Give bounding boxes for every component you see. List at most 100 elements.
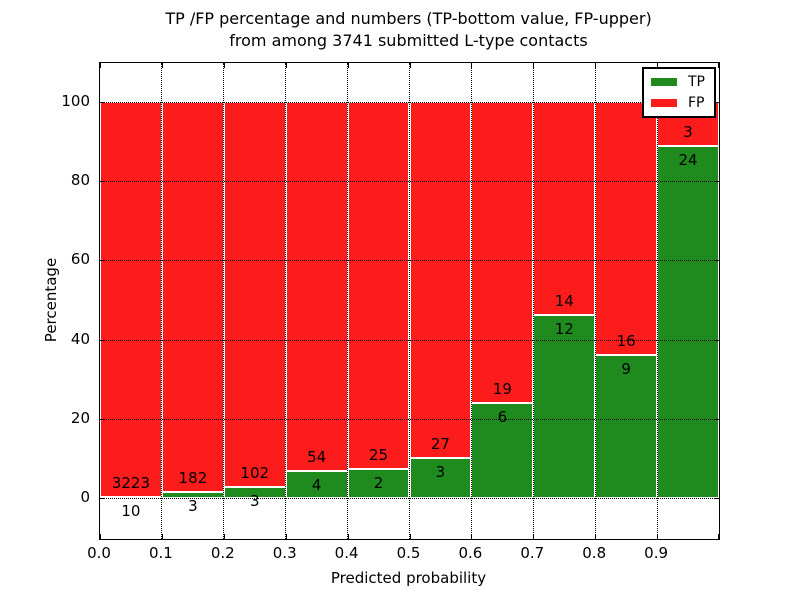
x-tick-mark bbox=[100, 534, 101, 539]
bar-count-label-fp: 102 bbox=[240, 463, 270, 482]
bar-count-label-fp: 27 bbox=[430, 435, 450, 454]
gridline-horizontal bbox=[100, 102, 719, 103]
chart-title-line2: from among 3741 submitted L-type contact… bbox=[229, 31, 588, 50]
x-axis-label: Predicted probability bbox=[330, 569, 487, 587]
gridline-horizontal bbox=[100, 181, 719, 183]
bar-count-label-tp: 3 bbox=[249, 491, 260, 510]
bar-segment-fp bbox=[285, 102, 348, 471]
bar-segment-tp bbox=[595, 355, 658, 498]
x-tick-mark bbox=[471, 63, 473, 68]
bar-count-label-tp: 24 bbox=[678, 151, 698, 169]
bar-count-label-tp: 4 bbox=[311, 475, 322, 494]
bar-count-label-tp: 12 bbox=[554, 320, 574, 339]
x-tick-label: 0.4 bbox=[334, 544, 359, 562]
legend-swatch-tp bbox=[651, 78, 677, 86]
plot-area: 3223 10 182 3 102 3 54 4 25 2 27 3 19 6 14 12 16 9 3 24 TP … bbox=[99, 62, 720, 540]
y-tick-label: 20 bbox=[70, 408, 90, 427]
y-tick-mark bbox=[100, 181, 105, 183]
y-tick-label: 60 bbox=[70, 250, 90, 269]
y-tick-label: 100 bbox=[61, 92, 90, 110]
x-tick-label: 0.9 bbox=[644, 544, 669, 562]
y-tick-mark bbox=[100, 260, 105, 262]
y-tick-mark bbox=[714, 102, 719, 103]
x-tick-mark bbox=[223, 63, 225, 68]
x-tick-label: 0.5 bbox=[396, 544, 421, 562]
bar-count-label-fp: 14 bbox=[554, 292, 574, 311]
x-tick-mark bbox=[409, 63, 411, 68]
x-tick-label: 0.2 bbox=[210, 544, 235, 562]
bar-segment-tp bbox=[347, 468, 410, 498]
bar-segment-tp bbox=[285, 470, 348, 498]
bar-count-label-fp: 25 bbox=[369, 445, 389, 464]
y-tick-mark bbox=[100, 102, 105, 103]
bar-segment-tp bbox=[471, 402, 534, 498]
chart-title: TP /FP percentage and numbers (TP-bottom… bbox=[99, 8, 718, 52]
x-tick-mark bbox=[161, 534, 163, 539]
bar-segment-tp bbox=[657, 146, 719, 498]
x-tick-mark bbox=[595, 534, 597, 539]
gridline-vertical bbox=[285, 63, 287, 539]
bar-count-label-tp: 9 bbox=[621, 360, 631, 379]
bar-segment-fp bbox=[471, 102, 534, 403]
x-tick-mark bbox=[285, 63, 287, 68]
x-tick-label: 0.6 bbox=[458, 544, 483, 562]
chart-title-line1: TP /FP percentage and numbers (TP-bottom… bbox=[165, 9, 652, 28]
bar-segment-fp bbox=[100, 102, 162, 497]
y-tick-mark bbox=[100, 339, 105, 341]
bar-count-label-fp: 182 bbox=[178, 468, 208, 487]
gridline-vertical bbox=[409, 63, 410, 539]
bar-count-label-tp: 6 bbox=[497, 407, 508, 426]
bar-count-label-fp: 19 bbox=[492, 379, 512, 398]
y-tick-mark bbox=[714, 418, 719, 420]
bar-segment-tp bbox=[533, 315, 596, 498]
bar-count-label-tp: 3 bbox=[435, 463, 446, 482]
x-tick-label: 0.8 bbox=[582, 544, 607, 562]
x-tick-mark bbox=[409, 534, 411, 539]
gridline-vertical bbox=[532, 63, 534, 539]
gridline-vertical bbox=[347, 63, 349, 539]
x-tick-mark bbox=[657, 63, 659, 68]
y-tick-mark bbox=[714, 498, 719, 499]
bar-segment-fp bbox=[347, 102, 410, 469]
x-tick-mark bbox=[100, 63, 101, 68]
bar-segment-fp bbox=[223, 102, 286, 487]
gridline-vertical bbox=[656, 63, 658, 539]
bar-segment-fp bbox=[595, 102, 658, 356]
bar-count-label-fp: 3223 bbox=[111, 473, 151, 492]
bar-count-label-fp: 16 bbox=[616, 332, 636, 351]
x-tick-mark bbox=[533, 534, 535, 539]
x-tick-label: 0.3 bbox=[272, 544, 297, 562]
gridline-vertical bbox=[161, 63, 163, 539]
x-tick-mark bbox=[471, 534, 473, 539]
gridline-horizontal bbox=[100, 260, 719, 262]
x-tick-mark bbox=[533, 63, 535, 68]
legend-label-tp: TP bbox=[688, 74, 705, 90]
x-tick-mark bbox=[347, 534, 349, 539]
y-tick-mark bbox=[100, 418, 105, 420]
legend-label-fp: FP bbox=[688, 95, 705, 111]
x-tick-mark bbox=[347, 63, 349, 68]
x-tick-mark bbox=[718, 63, 719, 68]
bar-count-label-tp: 3 bbox=[188, 496, 198, 515]
gridline-horizontal bbox=[100, 339, 719, 341]
legend-item-fp: FP bbox=[651, 96, 705, 110]
x-tick-label: 0.1 bbox=[148, 544, 173, 562]
x-tick-mark bbox=[223, 534, 225, 539]
x-tick-mark bbox=[718, 534, 719, 539]
bar-count-label-fp: 3 bbox=[683, 123, 693, 141]
bar-segment-fp bbox=[409, 102, 472, 459]
y-tick-mark bbox=[714, 260, 719, 262]
legend-swatch-fp bbox=[651, 99, 677, 107]
x-tick-mark bbox=[657, 534, 659, 539]
gridline-vertical bbox=[470, 63, 472, 539]
x-tick-label: 0.7 bbox=[520, 544, 545, 562]
gridline-horizontal bbox=[100, 498, 719, 499]
gridline-horizontal bbox=[100, 418, 719, 420]
y-tick-label: 0 bbox=[80, 488, 90, 506]
x-tick-mark bbox=[161, 63, 163, 68]
bar-segment-fp bbox=[161, 102, 224, 492]
bar-count-label-tp: 2 bbox=[373, 473, 384, 492]
y-tick-mark bbox=[100, 498, 105, 499]
y-tick-label: 40 bbox=[70, 329, 90, 348]
